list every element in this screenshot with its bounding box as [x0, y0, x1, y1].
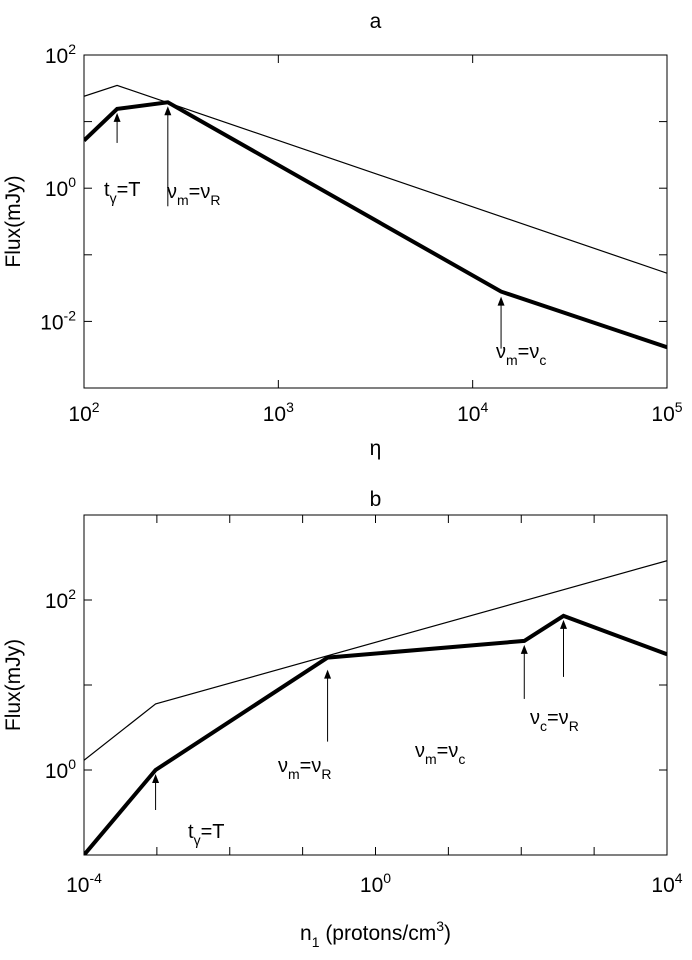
plot-frame — [83, 54, 668, 389]
panel-a: 102 103 104 105 10-2 100 102 a η Flux(mJy) tγ=T νm=… — [2, 10, 683, 460]
series-line-thick — [84, 100, 667, 350]
y-axis-label: Flux(mJy) — [2, 639, 25, 731]
y-axis-label: Flux(mJy) — [2, 175, 25, 267]
panel-title: a — [370, 10, 382, 33]
annotation-label: tγ=T — [104, 179, 140, 206]
x-tick-label: 10-4 — [66, 870, 102, 897]
annotation-arrow-head — [497, 296, 505, 306]
annotation-arrow-head — [520, 644, 528, 654]
panel-b: 10-4 100 104 100 102 b n1 (protons/cm3) Flux(mJ… — [2, 488, 683, 950]
annotation-label: tγ=T — [188, 821, 224, 848]
y-tick-label: 102 — [45, 586, 76, 613]
annotation-label: νm=νc — [415, 740, 465, 767]
y-tick-label: 100 — [45, 174, 76, 201]
annotation-arrow-head — [324, 669, 332, 679]
x-axis-label: n1 (protons/cm3) — [300, 918, 451, 950]
x-tick-label: 105 — [651, 399, 682, 426]
y-tick-label: 10-2 — [40, 307, 76, 334]
annotation-label: νm=νR — [278, 755, 331, 782]
annotation-label: νc=νR — [530, 707, 579, 734]
x-tick-label: 103 — [263, 399, 294, 426]
x-axis-label: η — [370, 437, 382, 460]
plot-frame — [83, 514, 668, 856]
annotation-arrow-head — [152, 774, 160, 783]
x-tick-label: 104 — [457, 399, 488, 426]
x-tick-label: 100 — [360, 870, 391, 897]
series-line-thin — [84, 84, 667, 274]
y-tick-label: 100 — [45, 756, 76, 783]
annotation-label: νm=νR — [167, 181, 220, 208]
x-tick-label: 102 — [68, 399, 99, 426]
y-tick-label: 102 — [45, 41, 76, 68]
annotation-arrow-head — [164, 106, 172, 116]
series-line-thin — [84, 560, 667, 761]
annotation-label: νm=νc — [496, 341, 546, 368]
x-tick-label: 104 — [651, 870, 682, 897]
series-line-thick — [84, 613, 667, 855]
panel-title: b — [370, 488, 382, 511]
annotation-arrow-head — [113, 112, 121, 122]
annotation-arrow-head — [560, 619, 568, 629]
